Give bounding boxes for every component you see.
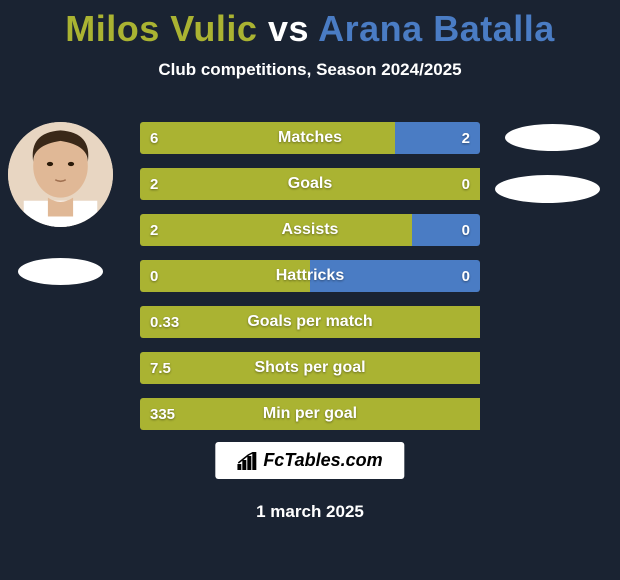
- stat-value-left: 7.5: [150, 352, 171, 384]
- stat-row: Min per goal335: [140, 398, 480, 430]
- stat-label: Goals per match: [140, 306, 480, 338]
- stat-row: Hattricks0 0: [140, 260, 480, 292]
- fctables-logo[interactable]: FcTables.com: [215, 442, 404, 479]
- stat-row: Matches6 2: [140, 122, 480, 154]
- chart-icon: [237, 452, 257, 470]
- player2-name: Arana Batalla: [318, 8, 555, 49]
- stat-row: Assists2 0: [140, 214, 480, 246]
- logo-text: FcTables.com: [263, 450, 382, 471]
- vs-text: vs: [257, 8, 318, 49]
- stat-value-left: 0: [150, 260, 158, 292]
- stat-value-right: 0: [462, 260, 470, 292]
- stat-value-left: 0.33: [150, 306, 179, 338]
- stat-value-right: 0: [462, 168, 470, 200]
- player1-team-badge: [18, 258, 103, 285]
- stat-label: Assists: [140, 214, 480, 246]
- player2-team-badge: [495, 175, 600, 203]
- player1-avatar: [8, 122, 113, 227]
- player1-name: Milos Vulic: [65, 8, 257, 49]
- stat-label: Hattricks: [140, 260, 480, 292]
- stat-value-left: 2: [150, 168, 158, 200]
- stat-row: Shots per goal7.5: [140, 352, 480, 384]
- stat-row: Goals per match0.33: [140, 306, 480, 338]
- stat-label: Min per goal: [140, 398, 480, 430]
- page-title: Milos Vulic vs Arana Batalla: [0, 0, 620, 50]
- stat-value-left: 335: [150, 398, 175, 430]
- stat-label: Shots per goal: [140, 352, 480, 384]
- subtitle: Club competitions, Season 2024/2025: [0, 60, 620, 80]
- player2-avatar-placeholder: [505, 124, 600, 151]
- stat-label: Matches: [140, 122, 480, 154]
- stat-label: Goals: [140, 168, 480, 200]
- comparison-bars: Matches62Goals20Assists20Hattricks00Goal…: [140, 122, 480, 444]
- stat-value-left: 6: [150, 122, 158, 154]
- stat-row: Goals2 0: [140, 168, 480, 200]
- date-label: 1 march 2025: [0, 502, 620, 522]
- stat-value-right: 2: [462, 122, 470, 154]
- stat-value-right: 0: [462, 214, 470, 246]
- stat-value-left: 2: [150, 214, 158, 246]
